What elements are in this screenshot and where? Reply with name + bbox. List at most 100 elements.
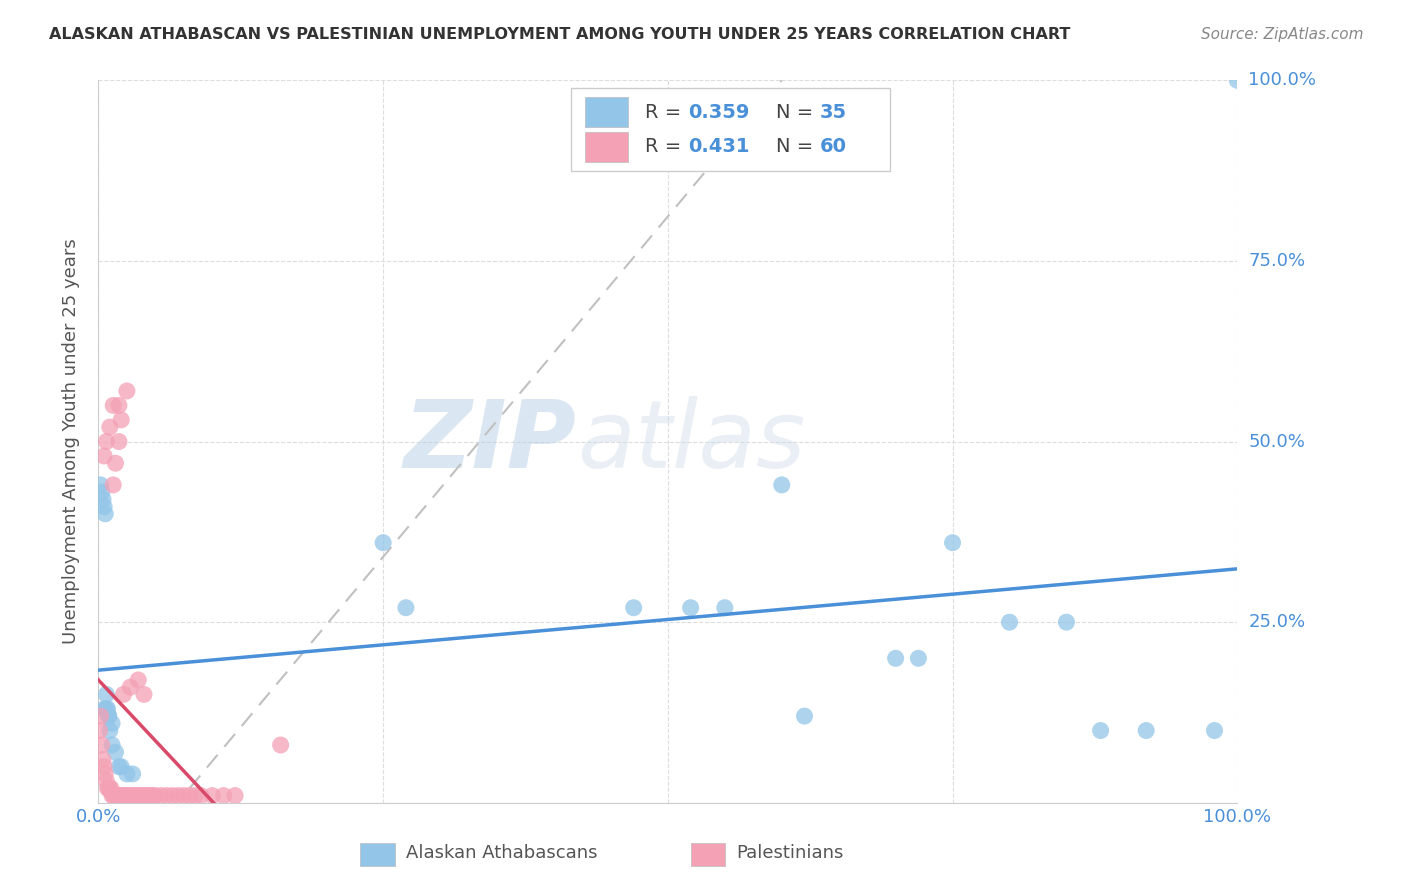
Point	[179, 789, 201, 803]
Point	[101, 738, 124, 752]
Text: N =: N =	[776, 137, 820, 156]
Point	[94, 767, 117, 781]
Point	[184, 789, 207, 803]
Point	[97, 709, 120, 723]
Point	[132, 687, 155, 701]
Point	[120, 680, 142, 694]
Point	[135, 789, 157, 803]
Point	[103, 789, 125, 803]
Point	[1090, 723, 1112, 738]
Point	[96, 774, 118, 789]
Point	[145, 789, 167, 803]
Point	[115, 384, 138, 398]
Point	[96, 434, 118, 449]
Point	[138, 789, 160, 803]
Point	[93, 449, 115, 463]
Text: R =: R =	[645, 137, 688, 156]
Point	[132, 789, 155, 803]
Text: R =: R =	[645, 103, 688, 121]
Point	[1054, 615, 1078, 630]
Point	[105, 789, 128, 803]
Point	[167, 789, 190, 803]
FancyBboxPatch shape	[585, 132, 628, 162]
Point	[90, 478, 112, 492]
Text: 75.0%: 75.0%	[1249, 252, 1306, 270]
Point	[679, 600, 702, 615]
Point	[103, 478, 125, 492]
Point	[112, 687, 135, 701]
Point	[942, 535, 965, 549]
Point	[93, 702, 115, 716]
Point	[1135, 723, 1157, 738]
Text: 100.0%: 100.0%	[1249, 71, 1316, 89]
Point	[770, 478, 793, 492]
Point	[93, 760, 115, 774]
Point	[121, 789, 143, 803]
Point	[173, 789, 195, 803]
Point	[884, 651, 907, 665]
Text: 0.359: 0.359	[689, 103, 749, 121]
FancyBboxPatch shape	[360, 843, 395, 866]
Point	[89, 723, 111, 738]
Point	[110, 413, 132, 427]
Point	[1226, 73, 1249, 87]
Point	[114, 789, 136, 803]
Point	[104, 456, 127, 470]
Point	[97, 781, 120, 796]
Point	[623, 600, 645, 615]
Point	[108, 789, 131, 803]
FancyBboxPatch shape	[571, 87, 890, 170]
FancyBboxPatch shape	[690, 843, 725, 866]
Text: ALASKAN ATHABASCAN VS PALESTINIAN UNEMPLOYMENT AMONG YOUTH UNDER 25 YEARS CORREL: ALASKAN ATHABASCAN VS PALESTINIAN UNEMPL…	[49, 27, 1070, 42]
Point	[100, 781, 122, 796]
Point	[110, 760, 132, 774]
Text: 25.0%: 25.0%	[1249, 613, 1306, 632]
Text: N =: N =	[776, 103, 820, 121]
Point	[127, 673, 149, 687]
Point	[714, 600, 737, 615]
Text: 60: 60	[820, 137, 846, 156]
Point	[90, 709, 112, 723]
Point	[98, 723, 121, 738]
Text: Alaskan Athabascans: Alaskan Athabascans	[406, 845, 598, 863]
Point	[96, 687, 118, 701]
Point	[104, 745, 127, 759]
Point	[998, 615, 1021, 630]
Point	[103, 398, 125, 412]
Point	[162, 789, 184, 803]
Point	[224, 789, 246, 803]
Point	[90, 485, 112, 500]
Point	[124, 789, 146, 803]
Point	[395, 600, 418, 615]
Point	[270, 738, 292, 752]
Point	[115, 767, 138, 781]
Text: Palestinians: Palestinians	[737, 845, 844, 863]
Point	[108, 398, 131, 412]
Point	[93, 500, 115, 514]
Point	[91, 492, 114, 507]
Text: 35: 35	[820, 103, 846, 121]
Point	[107, 789, 129, 803]
Point	[96, 702, 118, 716]
Point	[127, 789, 149, 803]
Text: atlas: atlas	[576, 396, 806, 487]
Text: ZIP: ZIP	[404, 395, 576, 488]
Point	[97, 709, 120, 723]
Point	[112, 789, 135, 803]
Text: 0.431: 0.431	[689, 137, 749, 156]
Text: 50.0%: 50.0%	[1249, 433, 1305, 450]
Point	[121, 767, 143, 781]
Point	[128, 789, 150, 803]
Point	[793, 709, 815, 723]
Point	[90, 738, 112, 752]
Text: Source: ZipAtlas.com: Source: ZipAtlas.com	[1201, 27, 1364, 42]
Y-axis label: Unemployment Among Youth under 25 years: Unemployment Among Youth under 25 years	[62, 239, 80, 644]
Point	[212, 789, 235, 803]
Point	[108, 434, 131, 449]
Point	[371, 535, 394, 549]
Point	[907, 651, 929, 665]
Point	[96, 702, 118, 716]
Point	[101, 789, 124, 803]
FancyBboxPatch shape	[585, 97, 628, 128]
Point	[98, 420, 121, 434]
